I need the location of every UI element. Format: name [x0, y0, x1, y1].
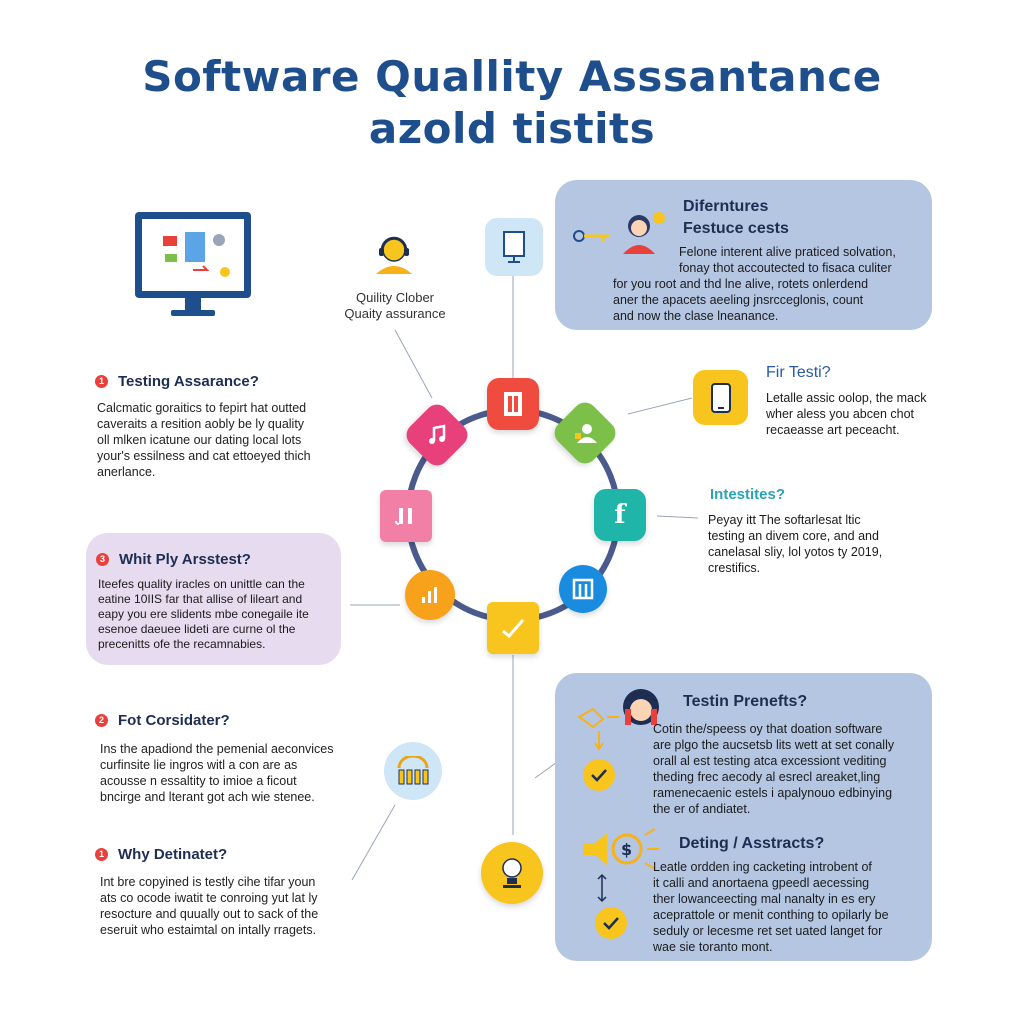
testing-assarance-line: caveraits a resition aobly be ly quality: [97, 417, 305, 431]
connector-line-topleft: [394, 329, 433, 399]
facebook-tile-icon[interactable]: f: [594, 489, 646, 541]
page-subtitle: azold tistits: [368, 104, 656, 153]
check-circle-icon: [583, 759, 615, 791]
connector-line-bottomleft: [351, 804, 396, 881]
number-badge: 3: [96, 553, 109, 566]
benefits-line: the er of andiatet.: [653, 802, 751, 816]
why-panel-line: eapy you ere slidents mbe conegaile ite: [98, 607, 309, 621]
quality-assurance-label: Quaity assurance: [344, 306, 446, 321]
detecting-text: Leatle ordden ing cacketing introbent of…: [653, 859, 925, 955]
fir-testi-line: wher aless you abcen chot: [766, 407, 915, 421]
document-icon: [485, 218, 543, 276]
fir-testi-title: Fir Testi?: [766, 364, 831, 381]
why-panel-line: Iteefes quality iracles on unittle can t…: [98, 577, 305, 591]
testing-assarance-text: Calcmatic goraitics to fepirt hat outted…: [97, 400, 347, 480]
benefits-line: theding frec aecody al esrecl areaket,li…: [653, 770, 881, 784]
fot-corsidater-line: curfinsite lie ingros witl a con are as: [100, 758, 298, 772]
fot-corsidater-line: bncirge and lterant got ach wie stenee.: [100, 790, 315, 804]
testing-assarance-line: anerlance.: [97, 465, 156, 479]
detecting-line: seduly or lecesme ret set uated langet f…: [653, 924, 883, 938]
benefits-line: Cotin the/speess oy that doation softwar…: [653, 722, 883, 736]
chart-tile-icon[interactable]: [405, 570, 455, 620]
user-tile-icon[interactable]: [549, 397, 621, 469]
intestites-line: canelasal sliy, lol yotos ty 2019,: [708, 545, 883, 559]
why-detinatet-line: resocture and quually out to sack of the: [100, 907, 319, 921]
testing-assarance-line: oll mlken icatune our dating local lots: [97, 433, 302, 447]
arrow-up-down-icon: [595, 873, 609, 908]
features-text-line: for you root and thd lne alive, rotets o…: [613, 277, 869, 291]
svg-text:$: $: [621, 840, 632, 859]
testing-assarance-title: Testing Assarance?: [118, 373, 259, 390]
fir-testi-line: recaeasse art peceacht.: [766, 423, 900, 437]
fot-corsidater-title: Fot Corsidater?: [118, 712, 230, 729]
why-panel-title: Whit Ply Arsstest?: [119, 551, 251, 568]
why-detinatet-text: Int bre copyined is testly cihe tifar yo…: [100, 874, 350, 938]
why-panel-text: Iteefes quality iracles on unittle can t…: [98, 577, 338, 652]
intestites-line: Peyay itt The softarlesat ltic: [708, 513, 861, 527]
connector-line-right-top: [627, 397, 693, 415]
window-tile-icon[interactable]: [559, 565, 607, 613]
why-panel-line: eatine 10IIS far that allise of lileart …: [98, 592, 303, 606]
detecting-line: wae sie toranto mont.: [653, 940, 773, 954]
testing-assarance-line: Calcmatic goraitics to fepirt hat outted: [97, 401, 307, 415]
features-title-1: Diferntures: [683, 198, 769, 215]
music-tile-icon[interactable]: [401, 399, 473, 471]
number-badge: 1: [95, 848, 108, 861]
fir-testi-text: Letalle assic oolop, the mack wher aless…: [766, 390, 966, 438]
key-icon: [573, 228, 613, 249]
testing-assarance-line: your's essilness and cat ettoeyed thich: [97, 449, 311, 463]
connector-line-right: [656, 515, 699, 519]
benefits-title: Testin Prenefts?: [683, 693, 808, 710]
quality-label: Quility Clober: [355, 290, 435, 305]
fot-corsidater-line: Ins the apadiond the pemenial aeconvices: [100, 742, 334, 756]
number-badge: 1: [95, 375, 108, 388]
intestites-line: testing an divem core, and and: [708, 529, 879, 543]
why-panel-line: precenitts ofe the recamnabies.: [98, 637, 266, 651]
intestites-line: crestifics.: [708, 561, 761, 575]
number-badge: 2: [95, 714, 108, 727]
why-detinatet-title: Why Detinatet?: [118, 846, 228, 863]
features-text: Felone interent alive praticed solvation…: [613, 244, 923, 324]
features-title-2: Festuce cests: [683, 220, 789, 237]
features-panel: Diferntures Festuce cests Felone interen…: [555, 180, 932, 330]
woman-avatar-icon: [619, 210, 667, 259]
benefits-line: ramenecaenic estels i apalynouo edbinyin…: [653, 786, 893, 800]
why-detinatet-line: Int bre copyined is testly cihe tifar yo…: [100, 875, 316, 889]
features-text-line: and now the clase lneanance.: [613, 309, 779, 323]
person-headset-icon: [372, 232, 416, 276]
why-detinatet-line: ats co ocode iwatit te conroing yut lat …: [100, 891, 318, 905]
fot-corsidater-text: Ins the apadiond the pemenial aeconvices…: [100, 741, 350, 805]
why-detinatet-line: eseruit who estaimtal on intally rragets…: [100, 923, 317, 937]
features-text-line: fonay thot accoutected to fisaca culiter: [679, 261, 892, 275]
check-tile-icon[interactable]: [487, 602, 539, 654]
benefits-line: are plgo the aucsetsb lits wett at set c…: [653, 738, 895, 752]
page-title: Software Quallity Asssantance: [142, 52, 882, 101]
detecting-line: Leatle ordden ing cacketing introbent of: [653, 860, 872, 874]
benefits-line: orall al est testing atca excessiont ved…: [653, 754, 887, 768]
mobile-icon: [693, 370, 748, 425]
detecting-line: ther lowanceecting mal nanalty in es ery: [653, 892, 876, 906]
why-panel-line: esenoe daeuee lideti are curne ol the: [98, 622, 296, 636]
document-tile-icon[interactable]: [487, 378, 539, 430]
detecting-title: Deting / Asstracts?: [679, 835, 825, 852]
fir-testi-line: Letalle assic oolop, the mack: [766, 391, 927, 405]
bars-tile-icon[interactable]: [380, 490, 432, 542]
arrow-diagram-icon: [575, 703, 625, 758]
features-text-line: Felone interent alive praticed solvation…: [679, 245, 896, 259]
detecting-line: it calli and anortaena gpeedl aecessing: [653, 876, 870, 890]
fence-icon: [384, 742, 442, 800]
benefits-text: Cotin the/speess oy that doation softwar…: [653, 721, 925, 817]
features-text-line: aner the apacets aeeling jnsrcceglonis, …: [613, 293, 864, 307]
monitor-icon: [133, 210, 253, 325]
bulb-icon: [481, 842, 543, 904]
fot-corsidater-line: acousse n essaltity to imioe a ficout: [100, 774, 297, 788]
intestites-title: Intestites?: [710, 486, 786, 503]
intestites-text: Peyay itt The softarlesat ltic testing a…: [708, 512, 938, 576]
check-circle-icon: [595, 907, 627, 939]
woman-avatar-icon: [619, 687, 663, 736]
why-panel: 3 Whit Ply Arsstest? Iteefes quality ira…: [86, 533, 341, 665]
dollar-sign-icon: $: [579, 825, 661, 878]
detecting-line: aceprattole or menit conthing to opilarl…: [653, 908, 889, 922]
benefits-panel: Testin Prenefts? Cotin the/speess oy tha…: [555, 673, 932, 961]
